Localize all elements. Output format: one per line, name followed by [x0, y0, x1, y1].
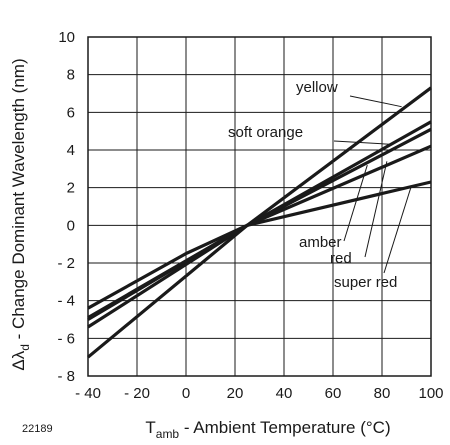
series-line-soft-orange	[87, 120, 432, 329]
x-tick-label: 0	[182, 385, 190, 402]
y-tick-labels: - 8 - 6 - 4 - 2 0 2 4 6 8 10	[57, 29, 75, 385]
x-tick-label: 80	[374, 385, 391, 402]
x-tick-label: - 20	[124, 385, 150, 402]
series-lines	[86, 86, 432, 359]
series-line-red	[87, 144, 432, 319]
leader-line	[343, 164, 368, 242]
x-tick-label: 100	[418, 385, 443, 402]
x-tick-label: 60	[325, 385, 342, 402]
series-label-soft-orange: soft orange	[228, 124, 303, 141]
y-tick-label: 6	[67, 104, 75, 121]
plot-frame	[87, 36, 432, 377]
figure-number: 22189	[22, 423, 53, 435]
series-line-super-red	[87, 180, 432, 310]
series-label-amber: amber	[299, 234, 342, 251]
series-label-super-red: super red	[334, 274, 397, 291]
x-tick-labels: - 40 - 20 0 20 40 60 80 100	[75, 385, 443, 402]
grid	[87, 36, 432, 377]
y-axis-title: Δλd - Change Dominant Wavelength (nm)	[9, 58, 32, 370]
y-tick-label: 8	[67, 67, 75, 84]
series-label-yellow: yellow	[296, 79, 338, 96]
series-label-red: red	[330, 250, 352, 267]
x-axis-title: Tamb - Ambient Temperature (°C)	[145, 418, 390, 441]
leader-line	[364, 161, 388, 258]
y-tick-label: 2	[67, 180, 75, 197]
y-tick-label: - 8	[57, 368, 75, 385]
y-tick-label: - 2	[57, 255, 75, 272]
y-tick-label: 10	[58, 29, 75, 46]
y-tick-label: - 6	[57, 330, 75, 347]
leader-line	[349, 95, 402, 108]
leader-line	[333, 140, 392, 145]
leader-line	[383, 185, 412, 274]
y-tick-label: - 4	[57, 293, 75, 310]
x-tick-label: 20	[227, 385, 244, 402]
y-tick-label: 0	[67, 217, 75, 234]
y-tick-label: 4	[67, 142, 75, 159]
x-tick-label: 40	[276, 385, 293, 402]
x-tick-label: - 40	[75, 385, 101, 402]
